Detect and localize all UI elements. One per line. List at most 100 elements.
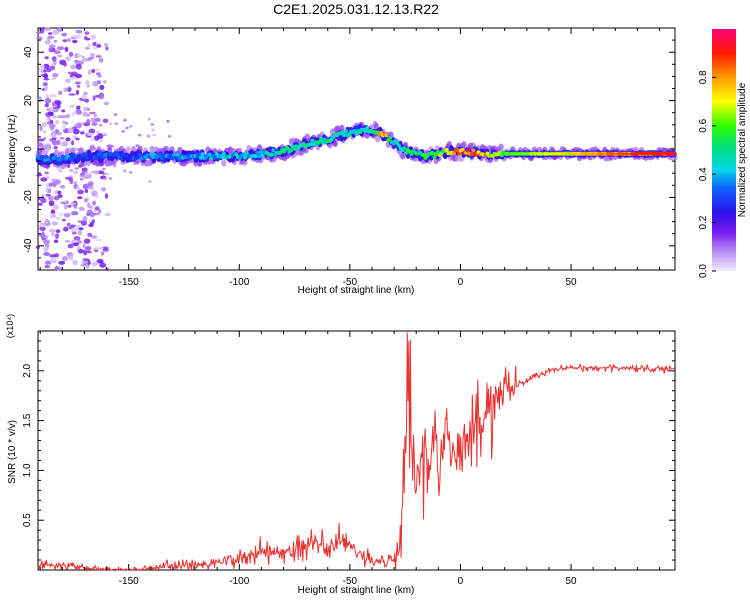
spectrogram-noise-blob (49, 119, 54, 125)
spectrogram-noise-blob (84, 98, 90, 103)
spectrogram-ridge-core (570, 152, 573, 155)
spectrogram-noise-blob (50, 111, 54, 117)
spectrogram-noise-blob (93, 114, 98, 117)
spectrogram-noise-blob (42, 82, 48, 87)
spectrogram-ridge-core (510, 152, 513, 155)
spectrogram-noise-blob (77, 125, 81, 129)
spectrogram-noise-blob (39, 125, 43, 132)
x-tick-label: -50 (343, 576, 358, 587)
spectrogram-noise-blob (90, 235, 98, 239)
spectrogram-ridge-cell (135, 155, 140, 160)
spectrogram-ridge-cell (129, 152, 134, 157)
colorbar-tick-label: 0.8 (698, 70, 709, 84)
spectrogram-ridge-core (550, 152, 553, 155)
spectrogram-ridge-cell (158, 153, 163, 158)
spectrogram-noise-blob (53, 204, 60, 210)
spectrogram-noise-blob (75, 29, 83, 34)
spectrogram-ridge-cell (172, 152, 177, 157)
spectrogram-noise-blob (42, 130, 47, 134)
spectrogram-x-label: Height of straight line (km) (298, 285, 415, 296)
spectrogram-ridge-cell (253, 154, 258, 159)
spectrogram-noise-blob (62, 120, 66, 124)
spectrogram-noise-blob (70, 224, 76, 228)
spectrogram-noise-blob (103, 177, 107, 181)
spectrogram-noise-blob (100, 251, 105, 256)
spectrogram-noise-blob (37, 96, 43, 103)
spectrogram-noise-blob (108, 122, 113, 125)
spectrogram-ridge-core (637, 151, 675, 154)
spectrogram-ridge-cell (243, 155, 247, 160)
spectrogram-ridge-cell (451, 151, 456, 156)
spectrogram-ridge-core (574, 152, 578, 155)
spectrogram-noise-blob (59, 136, 65, 140)
spectrogram-ridge-core (552, 152, 555, 155)
spectrogram-noise-blob (54, 179, 61, 185)
spectrogram-noise-blob (53, 50, 61, 54)
spectrogram-ridge-core (583, 152, 586, 155)
colorbar-tick-label: 0.4 (698, 167, 709, 181)
spectrogram-noise-blob (72, 39, 78, 44)
spectrogram-noise-blob (73, 123, 78, 127)
spectrogram-ridge-cell (207, 152, 212, 157)
spectrogram-noise-blob (82, 243, 86, 248)
spectrogram-ridge-core (506, 152, 509, 155)
snr-y-multiplier: (x10⁴) (5, 314, 15, 338)
spectrogram-noise-blob (102, 118, 109, 124)
spectrogram-noise-blob (55, 120, 60, 125)
spectrogram-noise-blob (95, 238, 102, 242)
spectrogram-ridge-cell (388, 135, 393, 140)
spectrogram-noise-blob (47, 35, 55, 39)
spectrogram-noise-blob (35, 245, 40, 249)
colorbar-tick-label: 0.6 (698, 118, 709, 132)
spectrogram-noise-blob (36, 173, 43, 177)
spectrogram-x-ticks: -150 -100 -50 0 50 (39, 28, 661, 288)
spectrogram-noise-blob (43, 73, 48, 79)
spectrogram-noise-blob (49, 257, 57, 263)
spectrogram-noise-blob (88, 128, 96, 134)
spectrogram-noise-blob (87, 69, 92, 75)
spectrogram-noise-blob (121, 130, 125, 133)
spectrogram-noise-blob (68, 256, 74, 261)
spectrogram-noise-blob (150, 123, 154, 126)
spectrogram-noise-blob (74, 167, 79, 170)
spectrogram-noise-blob (44, 40, 51, 45)
spectrogram-noise-blob (61, 109, 66, 113)
spectrogram-noise-blob (92, 95, 96, 101)
spectrogram-noise-blob (78, 248, 84, 254)
spectrogram-ridge-core (545, 152, 549, 155)
spectrogram-noise-blob (67, 127, 74, 134)
spectrogram-noise-blob (102, 248, 110, 252)
spectrogram-noise-blob (51, 130, 56, 134)
chart-title: C2E1.2025.031.12.13.R22 (273, 1, 439, 17)
spectrogram-ridge-cell (430, 151, 435, 156)
spectrogram-noise-blob (64, 121, 69, 125)
spectrogram-ridge-cell (461, 141, 467, 149)
y-tick-label: 0.5 (22, 513, 33, 527)
spectrogram-noise-blob (50, 133, 57, 138)
spectrogram-noise-blob (135, 144, 139, 148)
spectrogram-noise-blob (58, 169, 63, 173)
spectrogram-noise-blob (69, 104, 76, 108)
spectrogram-noise-blob (49, 254, 57, 258)
spectrogram-noise-blob (80, 94, 88, 100)
spectrogram-ridge-cell (271, 148, 276, 153)
spectrogram-ridge-cell (317, 139, 322, 144)
spectrogram-ridge-core (614, 152, 617, 155)
spectrogram-ridge-core (579, 152, 582, 155)
spectrogram-noise-blob (81, 167, 88, 172)
spectrogram-ridge-core (534, 152, 538, 155)
spectrogram-noise-blob (38, 67, 43, 71)
spectrogram-noise-blob (49, 65, 56, 71)
spectrogram-ridge-cell (454, 154, 460, 162)
spectrogram-noise-blob (50, 232, 56, 237)
spectrogram-noise-blob (48, 195, 54, 201)
spectrogram-ridge-cell (198, 155, 203, 160)
spectrogram-noise-blob (70, 227, 77, 233)
snr-panel: -150 -100 -50 0 50 0.5 1.0 1.5 2.0 Height of st… (5, 314, 676, 596)
spectrogram-noise-blob (84, 246, 92, 251)
spectrogram-noise-blob (99, 84, 105, 90)
spectrogram-noise-blob (104, 212, 111, 217)
spectrogram-noise-blob (76, 105, 81, 110)
spectrogram-noise-blob (69, 168, 74, 172)
spectrogram-noise-blob (48, 182, 53, 187)
